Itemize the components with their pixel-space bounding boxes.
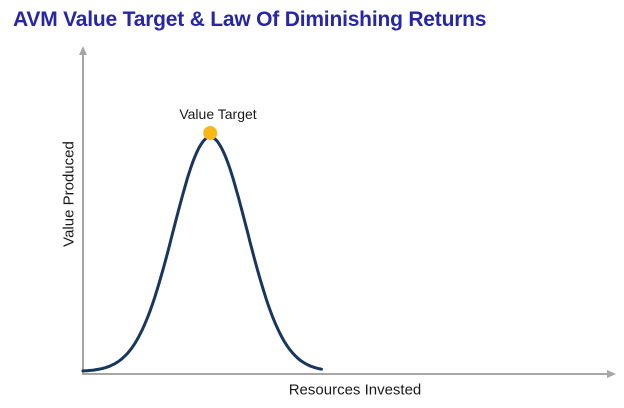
x-axis-label: Resources Invested xyxy=(288,381,422,399)
value-target-annotation: Value Target xyxy=(179,106,257,122)
value-target-marker xyxy=(203,126,218,140)
value-curve xyxy=(81,135,323,373)
page-title: AVM Value Target & Law Of Diminishing Re… xyxy=(13,8,487,31)
y-axis-label: Value Produced xyxy=(60,141,78,247)
x-axis-arrowhead xyxy=(607,370,616,378)
y-axis-arrowhead xyxy=(79,46,87,55)
